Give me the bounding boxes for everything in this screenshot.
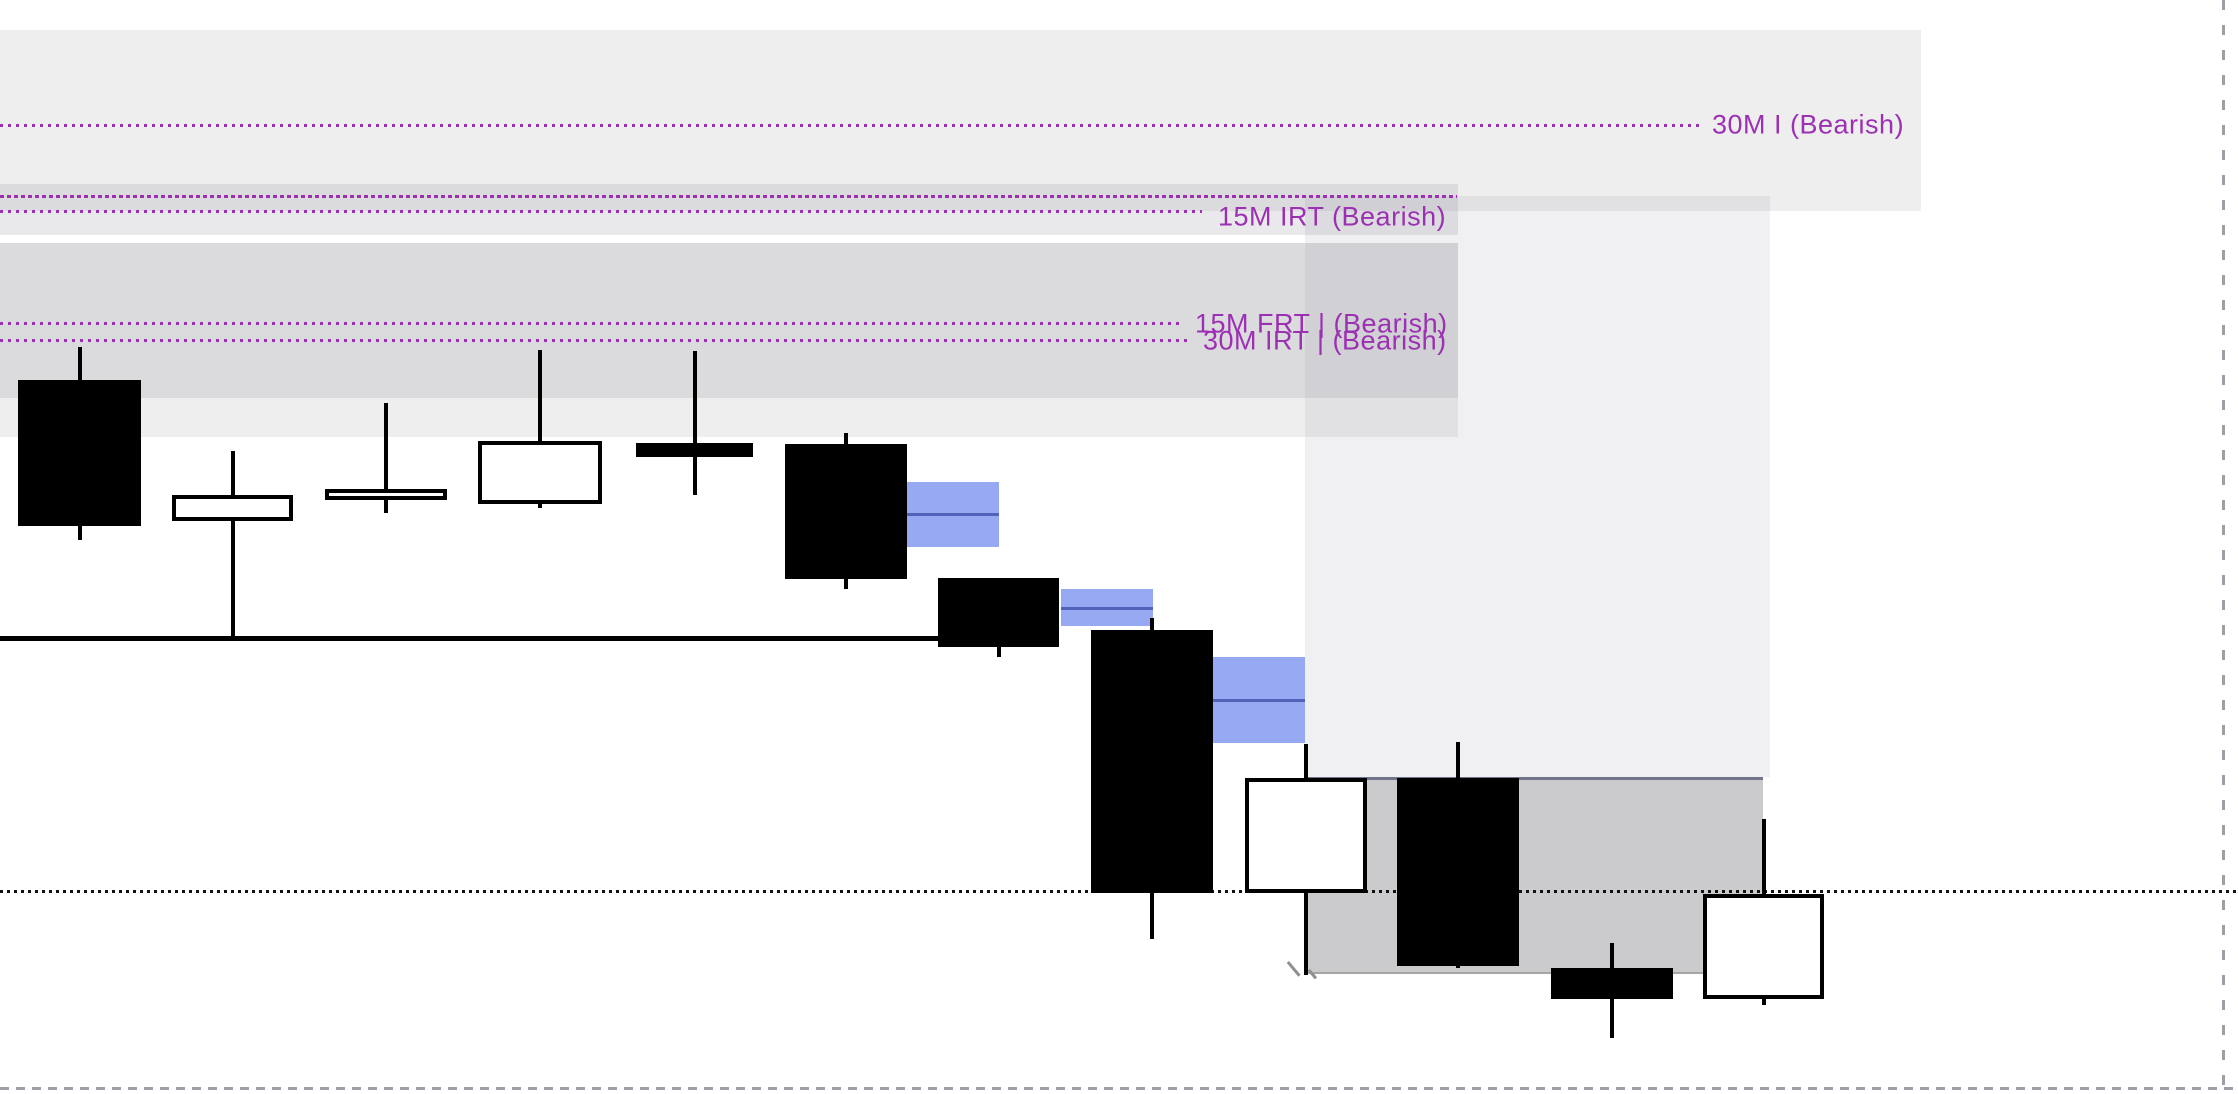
candle-wick (231, 451, 235, 640)
candle-body-bearish (18, 380, 141, 526)
level-line-4[interactable] (0, 339, 1188, 342)
zone-15m-frt-supply-zone[interactable] (0, 243, 1458, 398)
level-line-0[interactable] (0, 124, 1703, 127)
zone-30m-i-supply-zone[interactable] (0, 30, 1921, 211)
candle-body-bearish (1397, 778, 1519, 966)
level-line-1[interactable] (0, 195, 1457, 198)
candle-body-bearish (938, 578, 1059, 647)
chart-border-bottom (0, 1087, 2238, 1090)
candle-body-bearish (636, 443, 753, 457)
order-block-box[interactable] (1305, 777, 1763, 974)
level-line-2[interactable] (0, 210, 1202, 213)
candle-body-bullish (1703, 894, 1824, 999)
candle-body-bearish (785, 444, 907, 579)
candle-wick (538, 350, 542, 508)
level-label[interactable]: 15M FRT | (Bearish) (1195, 308, 1448, 339)
candle-wick (693, 351, 697, 495)
zone-15m-irt-supply-zone[interactable] (0, 184, 1458, 235)
level-label[interactable]: 30M IRT | (Bearish) (1203, 325, 1447, 356)
candle-body-bearish (1551, 968, 1673, 999)
zone-execution-window[interactable] (1305, 196, 1770, 777)
candle-wick (384, 403, 388, 513)
level-label[interactable]: 30M I (Bearish) (1712, 109, 1905, 140)
fvg-midline-1 (1061, 607, 1153, 610)
drawing-handle-icon[interactable] (1286, 961, 1301, 977)
fvg-midline-0 (907, 513, 999, 516)
liquidity-line[interactable] (0, 636, 940, 641)
level-label[interactable]: 15M IRT (Bearish) (1218, 201, 1447, 232)
candle-body-bullish (1245, 778, 1367, 893)
candle-body-bullish (172, 495, 293, 521)
fvg-midline-2 (1213, 699, 1305, 702)
candle-body-bullish (478, 441, 602, 504)
level-line-3[interactable] (0, 322, 1180, 325)
candle-body-bullish (325, 489, 447, 500)
candle-body-bearish (1091, 630, 1213, 893)
chart-border-right (2222, 0, 2225, 1090)
